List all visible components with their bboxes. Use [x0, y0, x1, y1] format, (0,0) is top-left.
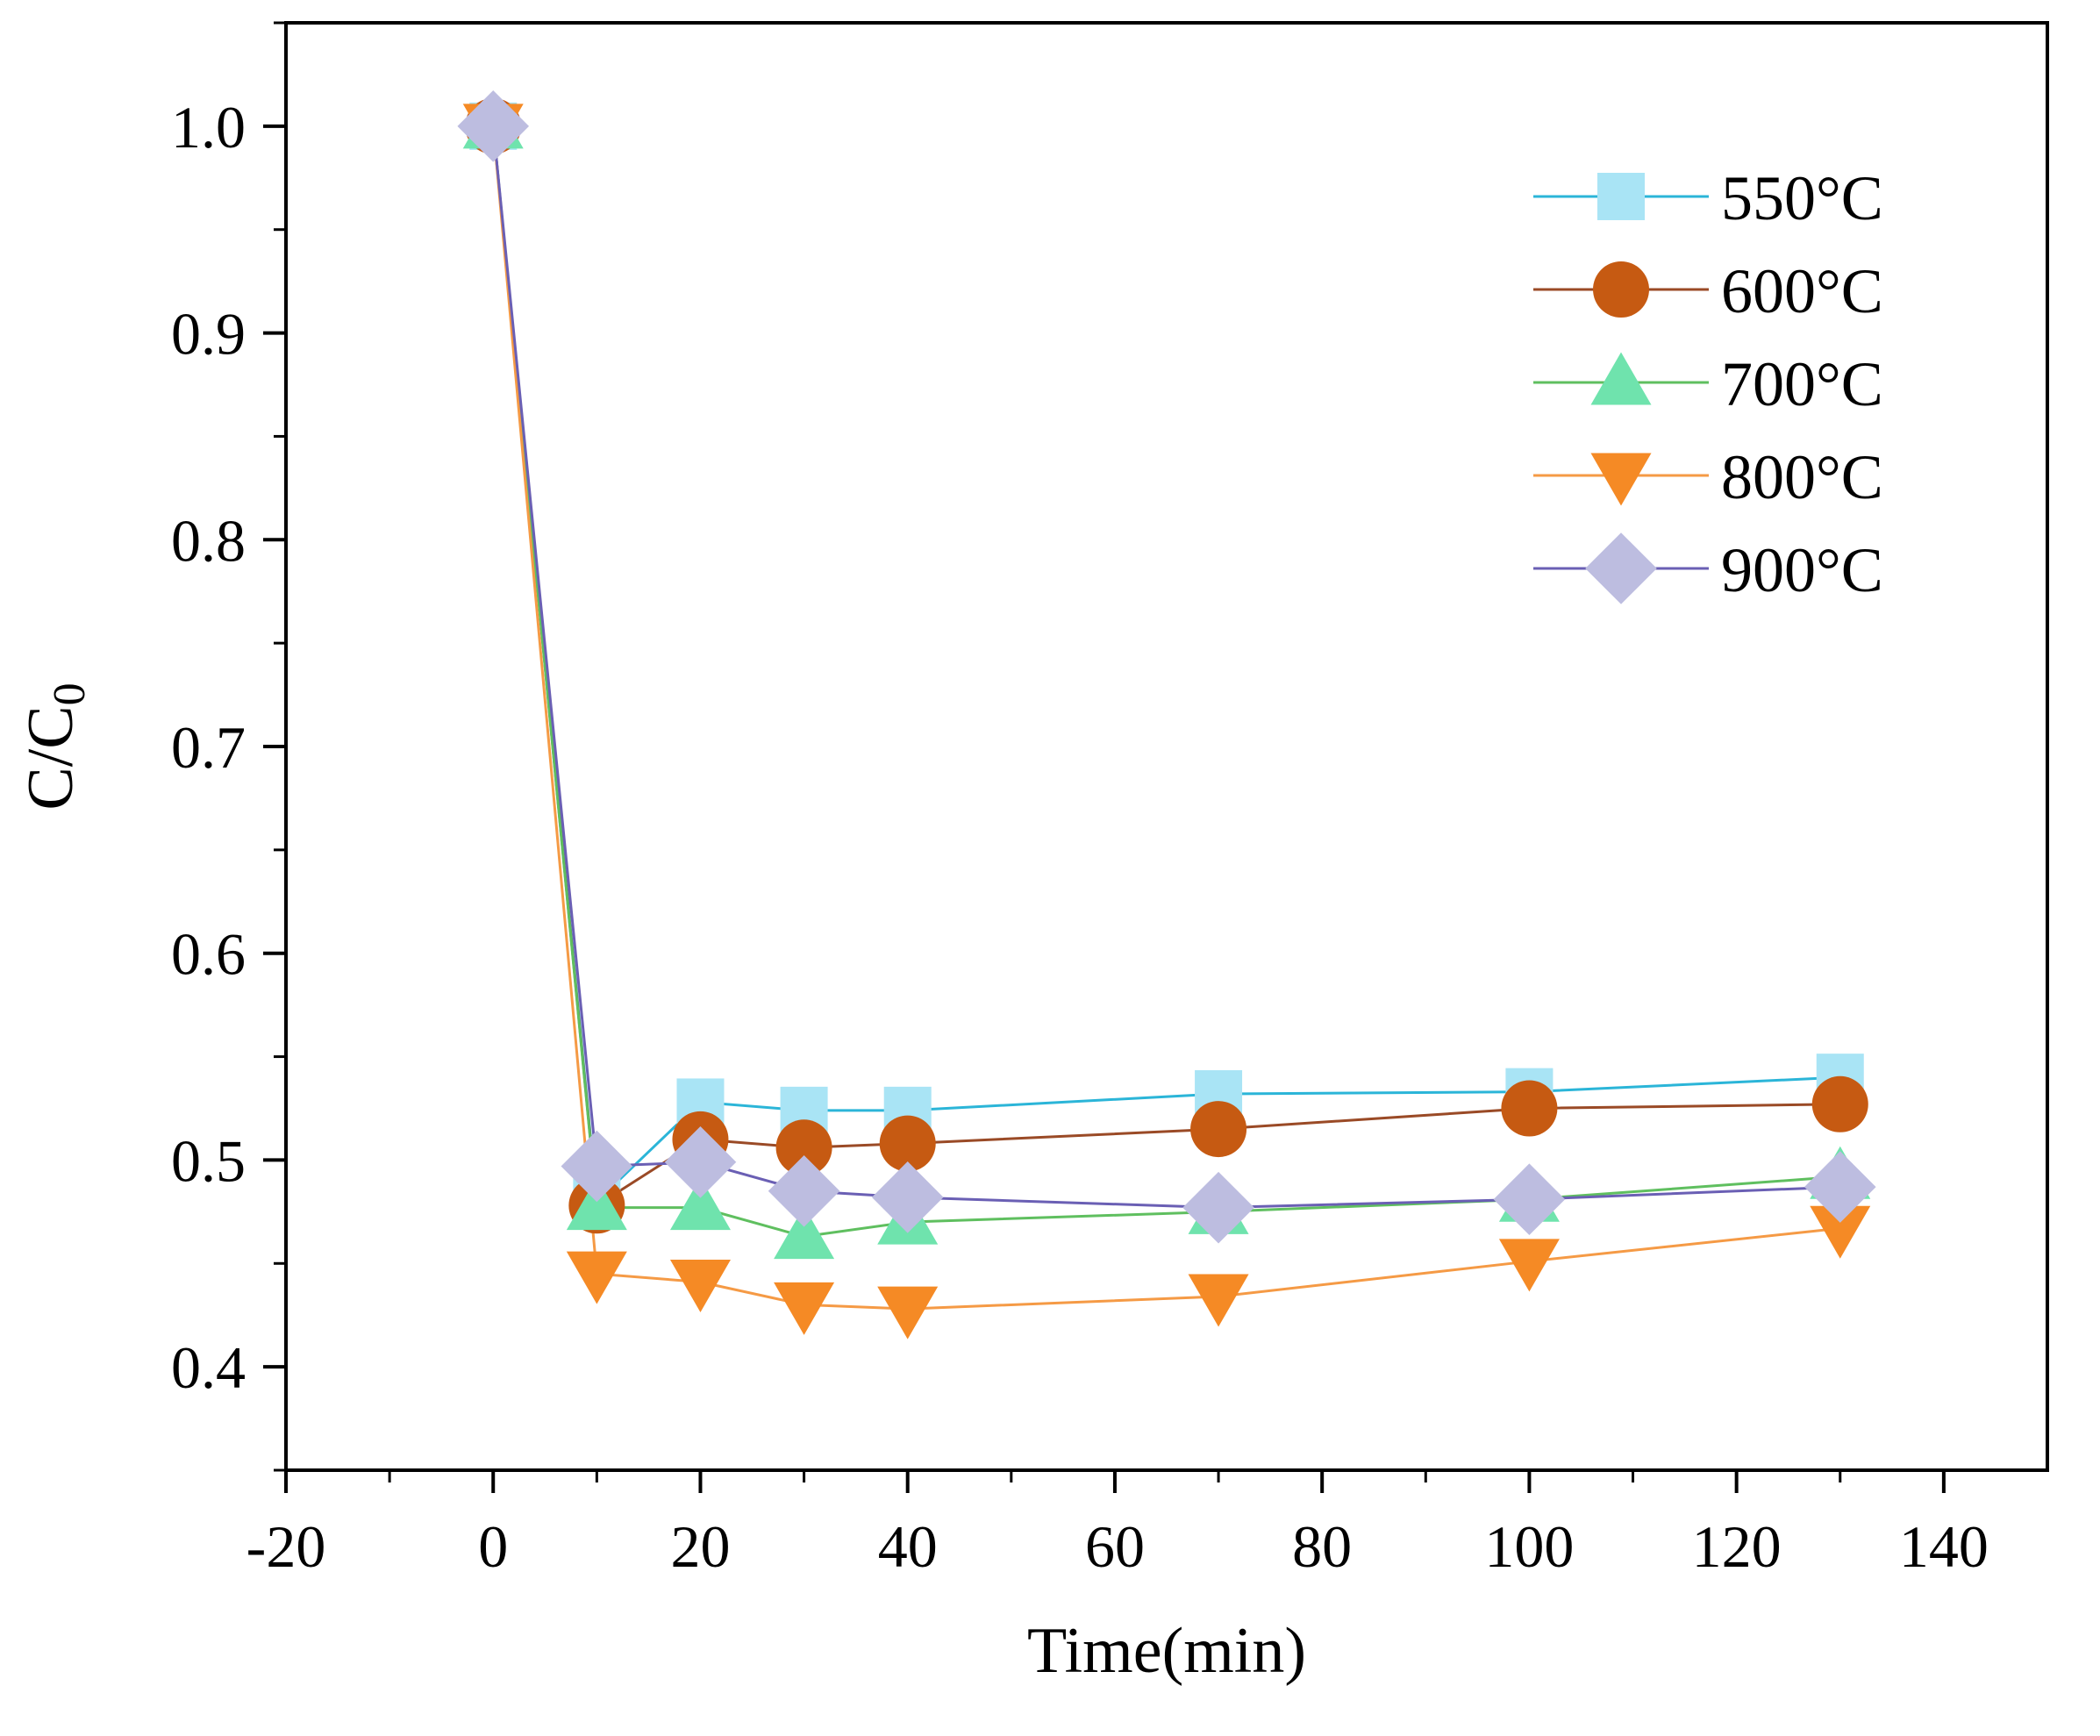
y-axis-title-main: C/C: [15, 705, 87, 810]
data-point: [879, 1115, 936, 1172]
legend-item: 700°C: [1533, 349, 1883, 419]
legend-marker: [1593, 261, 1649, 318]
legend-marker: [1585, 532, 1657, 604]
series-5-points: [457, 90, 1876, 1244]
data-point: [664, 1125, 737, 1198]
data-point: [774, 1206, 835, 1260]
y-axis-title-subscript: 0: [45, 682, 95, 705]
y-tick-label: 0.6: [171, 921, 246, 988]
series-4: [491, 125, 1840, 1311]
y-axis-title: C/C0: [15, 682, 95, 810]
series-1-points: [469, 102, 1864, 1225]
x-tick-label: 60: [1085, 1513, 1145, 1580]
legend: 550°C 600°C 700°C 800°C 900°C: [1533, 163, 1883, 605]
legend-marker: [1590, 352, 1652, 405]
y-tick-label: 0.5: [171, 1127, 246, 1194]
data-point: [1810, 1205, 1871, 1259]
x-axis-title: Time(min): [1027, 1615, 1306, 1687]
series-2-points: [465, 97, 1868, 1234]
data-point: [768, 1154, 840, 1227]
legend-label: 700°C: [1721, 349, 1883, 419]
legend-item: 550°C: [1533, 163, 1883, 233]
legend-marker: [1590, 453, 1652, 506]
data-point: [1498, 1239, 1560, 1292]
legend-label: 600°C: [1721, 256, 1883, 326]
data-point: [669, 1260, 731, 1312]
data-point: [457, 90, 530, 162]
x-tick-label: 80: [1292, 1513, 1352, 1580]
data-point: [774, 1282, 835, 1335]
data-point: [1501, 1080, 1558, 1137]
x-tick-label: 40: [878, 1513, 938, 1580]
data-point: [877, 1286, 939, 1340]
legend-item: 800°C: [1533, 442, 1883, 512]
data-point: [566, 1177, 627, 1231]
x-tick-label: 120: [1692, 1513, 1782, 1580]
data-point: [1804, 1151, 1876, 1223]
legend-item: 600°C: [1533, 256, 1883, 326]
x-tick-label: 100: [1484, 1513, 1574, 1580]
y-tick-label: 0.4: [171, 1334, 246, 1401]
y-tick-label: 0.9: [171, 301, 246, 368]
legend-label: 800°C: [1721, 442, 1883, 512]
data-point: [1811, 1075, 1868, 1132]
plot-area: [457, 90, 1876, 1340]
legend-label: 550°C: [1721, 163, 1883, 233]
x-tick-label: 0: [478, 1513, 508, 1580]
axis-ticks: -20 0 20 40 60 80 100 120 140 0.4 0.5 0.6 0.7 0.8 0.9 1…: [171, 21, 1989, 1580]
data-point: [1188, 1274, 1249, 1327]
y-tick-label: 0.7: [171, 714, 246, 781]
data-point: [1182, 1171, 1254, 1244]
x-tick-label: -20: [246, 1513, 326, 1580]
data-point: [566, 1251, 627, 1304]
y-tick-label: 0.8: [171, 507, 246, 574]
data-point: [561, 1130, 633, 1203]
series-line: [491, 125, 1840, 1311]
legend-label: 900°C: [1721, 535, 1883, 605]
data-point: [775, 1119, 832, 1176]
legend-item: 900°C: [1533, 532, 1883, 605]
data-point: [871, 1161, 944, 1233]
x-tick-label: 140: [1899, 1513, 1989, 1580]
y-tick-label: 1.0: [171, 94, 246, 161]
data-point: [669, 1177, 731, 1231]
legend-marker: [1597, 173, 1645, 220]
data-point: [1190, 1101, 1247, 1158]
x-tick-label: 20: [670, 1513, 730, 1580]
data-point: [1493, 1163, 1566, 1236]
